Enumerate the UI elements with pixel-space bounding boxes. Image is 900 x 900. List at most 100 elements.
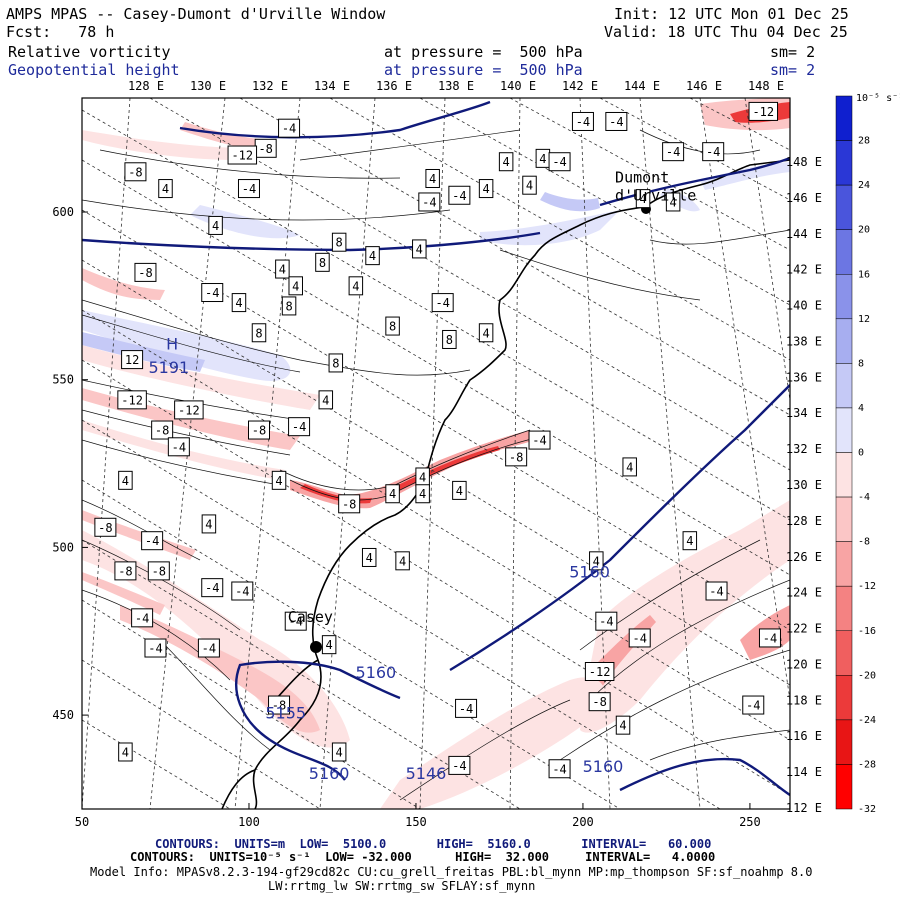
vorticity-label-box — [284, 611, 307, 631]
vorticity-label: -4 — [532, 434, 546, 448]
vorticity-label: -4 — [452, 189, 466, 203]
vorticity-label-box — [338, 494, 361, 514]
right-edge-labels: 148 E 146 E 144 E 142 E 140 E 138 E 136 E 134 E… — [786, 155, 822, 815]
colorbar-label: -12 — [858, 581, 876, 592]
vorticity-label: 4 — [482, 326, 489, 340]
vorticity-label: 8 — [446, 333, 453, 347]
colorbar-cell — [835, 541, 853, 587]
vorticity-label: -4 — [709, 585, 723, 599]
right-edge-label: 124 E — [786, 586, 822, 600]
footer-model-info: Model Info: MPASv8.2.3-194-gf29cd82c CU:… — [90, 865, 813, 879]
vorticity-label-box — [758, 628, 781, 648]
height-label: 5160 — [569, 563, 610, 582]
vorticity-label-box — [158, 179, 173, 199]
top-longitude-label: 132 E — [252, 79, 288, 93]
vorticity-label: -4 — [552, 762, 566, 776]
vorticity-label-box — [448, 755, 471, 775]
right-edge-label: 128 E — [786, 514, 822, 528]
vorticity-label: 12 — [125, 353, 139, 367]
colorbar-label: 4 — [858, 403, 864, 414]
vorticity-label-box — [288, 276, 303, 296]
vorticity-label: -4 — [609, 115, 623, 129]
vorticity-label: -4 — [242, 182, 256, 196]
vorticity-label-box — [167, 437, 190, 457]
vorticity-label-box — [528, 430, 551, 450]
vorticity-label-box — [237, 179, 260, 199]
vorticity-label-box — [281, 296, 297, 316]
vorticity-label-box — [141, 531, 164, 551]
vorticity-label: 4 — [352, 279, 359, 293]
top-longitude-label: 134 E — [314, 79, 350, 93]
height-label: 5160 — [309, 764, 350, 783]
colorbar-cell — [835, 630, 853, 676]
colorbar-label: 16 — [858, 269, 870, 280]
y-tick-label: 450 — [52, 708, 74, 722]
vorticity-label: -12 — [589, 665, 611, 679]
top-longitude-label: 142 E — [562, 79, 598, 93]
vorticity-label: -12 — [231, 149, 253, 163]
colorbar-cell — [835, 496, 853, 542]
vorticity-label-box — [147, 561, 170, 581]
colorbar-unit: 10⁻⁵ s⁻¹ — [856, 93, 900, 104]
vorticity-label-box — [121, 350, 144, 370]
footer-physics-info: LW:rrtmg_lw SW:rrtmg_sw SFLAY:sf_mynn — [268, 879, 536, 893]
vorticity-label-box — [584, 661, 615, 681]
colorbar: 10⁻⁵ s⁻¹ 28 24 20 16 12 8 4 0 -4 -8 -12 -16 -20 -24 -28… — [835, 93, 900, 815]
vorticity-label-box — [548, 152, 571, 172]
vorticity-label-box — [425, 168, 440, 188]
top-longitude-label: 130 E — [190, 79, 226, 93]
vorticity-label: -8 — [155, 424, 169, 438]
vorticity-label-box — [321, 635, 337, 655]
vorticity-label: -4 — [202, 642, 216, 656]
vorticity-label-box — [117, 390, 147, 410]
vorticity-label: 4 — [539, 152, 546, 166]
vorticity-label-box — [395, 551, 410, 571]
vorticity-label: 4 — [593, 554, 600, 568]
vorticity-label: -8 — [509, 450, 523, 464]
colorbar-label: 20 — [858, 225, 870, 236]
vorticity-label: 4 — [526, 179, 533, 193]
colorbar-label: 8 — [858, 358, 864, 369]
vorticity-label: 8 — [255, 326, 262, 340]
height-label: H — [166, 335, 178, 354]
vorticity-label: 4 — [275, 474, 282, 488]
colorbar-cell — [835, 184, 853, 230]
init-time: Init: 12 UTC Mon 01 Dec 25 — [614, 5, 849, 23]
vorticity-label: 4 — [482, 182, 489, 196]
vorticity-label: 8 — [319, 256, 326, 270]
top-longitude-labels: 128 E 130 E 132 E 134 E 136 E 138 E 140 E 142 E… — [128, 79, 784, 93]
vorticity-label-box — [662, 142, 685, 162]
vorticity-label: 4 — [639, 192, 646, 206]
x-tick-label: 250 — [739, 815, 761, 829]
vorticity-label: -4 — [292, 420, 306, 434]
vorticity-label: 4 — [235, 296, 242, 310]
colorbar-cell — [835, 452, 853, 498]
x-tick-label: 50 — [75, 815, 89, 829]
graticule — [82, 98, 790, 809]
vorticity-label: 4 — [619, 719, 626, 733]
vorticity-label-box — [288, 417, 311, 437]
vorticity-label: -4 — [145, 534, 159, 548]
height-label: 5191 — [148, 358, 189, 377]
smoothing-vorticity: sm= 2 — [770, 43, 816, 61]
station-label: Casey — [288, 608, 333, 626]
vorticity-label: 4 — [669, 195, 676, 209]
vorticity-label-box — [174, 400, 204, 420]
vorticity-label: 4 — [626, 460, 633, 474]
top-longitude-label: 136 E — [376, 79, 412, 93]
vorticity-label-box — [452, 480, 467, 500]
vorticity-label-box — [628, 628, 651, 648]
vorticity-label: -4 — [552, 155, 566, 169]
vorticity-label-box — [318, 390, 334, 410]
right-edge-label: 142 E — [786, 263, 822, 277]
vorticity-label-box — [682, 531, 698, 551]
vorticity-label-box — [271, 470, 287, 490]
vorticity-label: 8 — [389, 320, 396, 334]
colorbar-label: 24 — [858, 180, 870, 191]
y-tick-label: 600 — [52, 205, 74, 219]
right-edge-label: 148 E — [786, 155, 822, 169]
vorticity-label: -4 — [632, 631, 646, 645]
colorbar-label: -20 — [858, 670, 876, 681]
